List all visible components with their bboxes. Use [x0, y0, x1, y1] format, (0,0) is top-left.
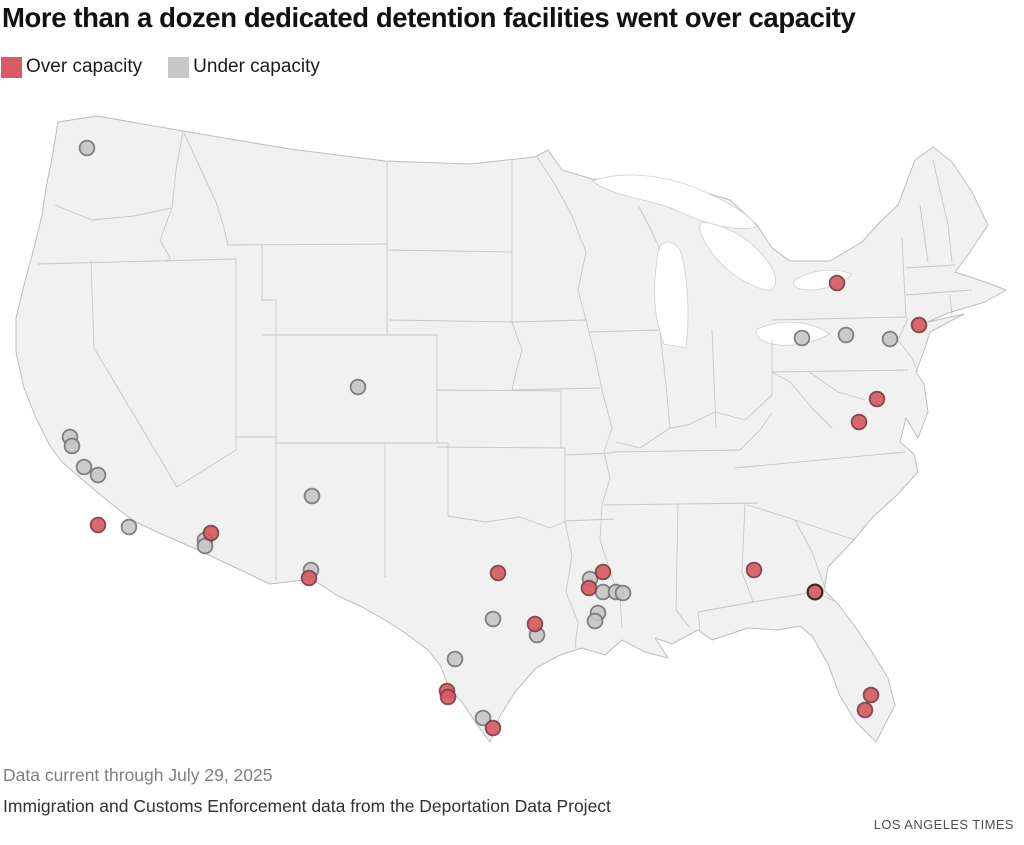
facility-dot-over-capacity-dark-ring: [806, 583, 824, 601]
legend: Over capacity Under capacity: [1, 56, 320, 78]
facility-dot-under-capacity: [837, 326, 855, 344]
over-capacity-swatch: [1, 56, 22, 78]
facility-dot-under-capacity: [474, 709, 492, 727]
facility-dot-under-capacity: [63, 437, 81, 455]
facility-dot-over-capacity: [850, 413, 868, 431]
facility-dot-under-capacity: [89, 466, 107, 484]
facility-dot-under-capacity: [349, 378, 367, 396]
great-lake: [654, 241, 689, 349]
facility-dot-over-capacity: [439, 688, 457, 706]
facility-dot-over-capacity: [526, 615, 544, 633]
chart-title: More than a dozen dedicated detention fa…: [2, 2, 856, 33]
under-capacity-swatch: [168, 56, 190, 78]
facility-dot-under-capacity: [484, 610, 502, 628]
facility-dot-over-capacity: [580, 579, 598, 597]
facility-dot-under-capacity: [586, 612, 604, 630]
facility-dot-over-capacity: [868, 390, 886, 408]
facility-dot-over-capacity: [910, 316, 928, 334]
facility-dot-under-capacity: [75, 458, 93, 476]
facility-dot-over-capacity: [594, 563, 612, 581]
state-borders: [37, 130, 973, 649]
legend-label-under: Under capacity: [193, 56, 320, 77]
great-lake: [591, 174, 758, 229]
facility-dot-under-capacity: [446, 650, 464, 668]
facility-dot-over-capacity: [489, 564, 507, 582]
facility-dot-under-capacity: [793, 329, 811, 347]
facility-dot-under-capacity: [614, 584, 632, 602]
facility-dot-over-capacity: [202, 524, 220, 542]
data-note: Data current through July 29, 2025: [3, 765, 273, 785]
publisher-credit: LOS ANGELES TIMES: [873, 817, 1014, 832]
facility-dot-over-capacity: [745, 561, 763, 579]
legend-item-under-capacity: Under capacity: [168, 56, 320, 78]
great-lake: [699, 221, 776, 291]
facility-dot-over-capacity: [89, 516, 107, 534]
facility-dot-over-capacity: [862, 686, 880, 704]
legend-label-over: Over capacity: [26, 56, 143, 77]
facility-dot-over-capacity: [300, 569, 318, 587]
facility-dot-under-capacity: [120, 518, 138, 536]
facility-dot-under-capacity: [78, 139, 96, 157]
facility-dot-over-capacity: [828, 274, 846, 292]
facility-dot-under-capacity: [881, 330, 899, 348]
facility-dot-under-capacity: [303, 487, 321, 505]
legend-item-over-capacity: Over capacity: [1, 56, 142, 78]
facility-dot-over-capacity: [856, 701, 874, 719]
source-line: Immigration and Customs Enforcement data…: [3, 796, 611, 816]
facility-dot-over-capacity: [484, 719, 502, 737]
